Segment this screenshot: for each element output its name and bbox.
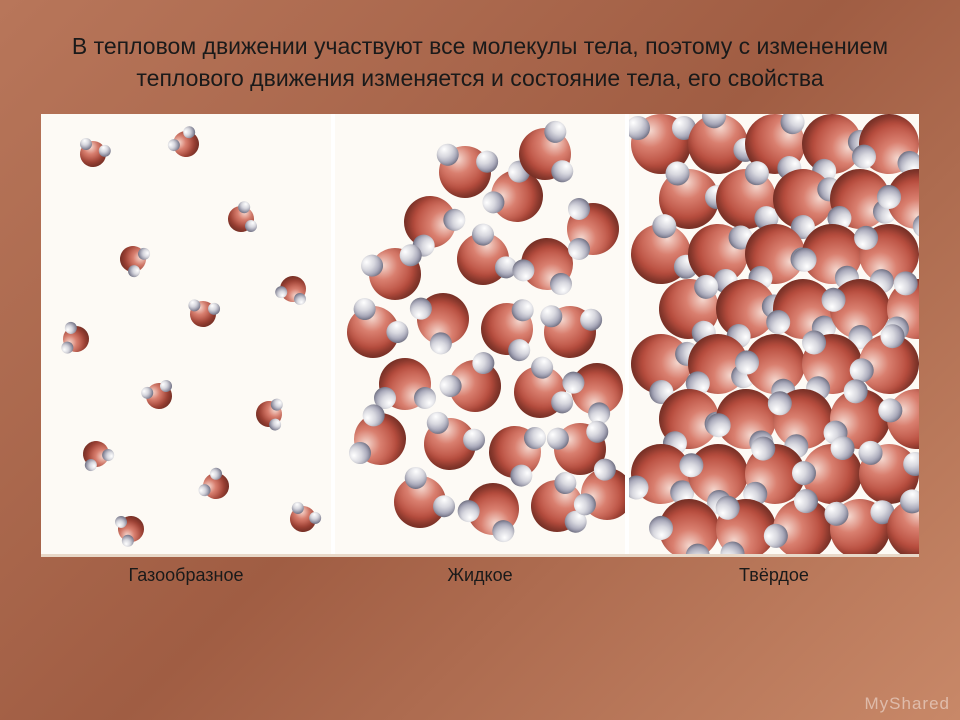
state-panel-gas	[41, 114, 331, 554]
water-molecule	[560, 353, 625, 426]
water-molecule	[363, 243, 427, 307]
water-molecule	[383, 466, 457, 540]
water-molecule	[276, 273, 309, 306]
water-molecule	[482, 419, 549, 486]
slide-title: В тепловом движении участвуют все молеку…	[0, 0, 960, 114]
hydrogen-atom	[508, 339, 532, 363]
water-molecule	[504, 357, 575, 428]
water-molecule	[61, 324, 91, 354]
water-molecule	[188, 299, 218, 329]
water-molecule	[567, 203, 619, 255]
water-molecule	[415, 410, 484, 479]
hydrogen-atom	[568, 198, 590, 220]
water-molecule	[542, 304, 598, 360]
water-molecule	[142, 380, 175, 413]
water-molecule	[114, 513, 147, 546]
water-molecule	[255, 400, 283, 428]
hydrogen-atom	[568, 239, 590, 261]
water-molecule	[198, 468, 234, 504]
panels-row	[41, 114, 919, 557]
water-molecule	[224, 203, 257, 236]
labels-container: ГазообразноеЖидкоеТвёрдое	[0, 557, 960, 586]
water-molecule	[379, 358, 431, 410]
state-label-liquid: Жидкое	[335, 565, 625, 586]
hydrogen-atom	[243, 219, 258, 234]
water-molecule	[447, 223, 519, 295]
hydrogen-atom	[550, 159, 575, 184]
hydrogen-atom	[60, 341, 74, 355]
water-molecule	[479, 301, 535, 357]
water-molecule	[515, 124, 575, 184]
water-molecule	[439, 350, 511, 422]
water-molecule	[285, 502, 321, 538]
water-molecule	[76, 138, 109, 171]
hydrogen-atom	[824, 501, 849, 526]
hydrogen-atom	[580, 308, 604, 332]
state-label-solid: Твёрдое	[629, 565, 919, 586]
water-molecule	[347, 406, 414, 473]
state-panel-solid	[629, 114, 919, 554]
hydrogen-atom	[414, 388, 436, 410]
panels-container	[0, 114, 960, 557]
water-molecule	[115, 242, 151, 278]
hydrogen-atom	[269, 419, 282, 432]
watermark: MyShared	[865, 694, 950, 714]
state-panel-liquid	[335, 114, 625, 554]
hydrogen-atom	[629, 116, 650, 140]
water-molecule	[168, 126, 205, 163]
state-label-gas: Газообразное	[41, 565, 331, 586]
hydrogen-atom	[292, 292, 307, 307]
water-molecule	[78, 437, 114, 473]
